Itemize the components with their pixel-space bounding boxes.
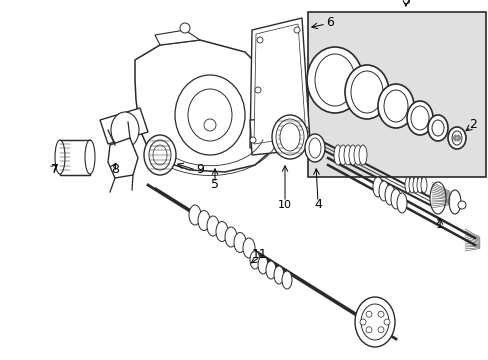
Bar [307, 12, 485, 177]
Ellipse shape [358, 145, 366, 165]
Ellipse shape [265, 261, 275, 279]
Circle shape [456, 138, 459, 141]
Ellipse shape [348, 145, 356, 165]
Ellipse shape [408, 177, 414, 193]
Polygon shape [155, 30, 200, 45]
Ellipse shape [305, 134, 325, 162]
Circle shape [377, 311, 383, 317]
Ellipse shape [390, 189, 400, 209]
Polygon shape [249, 118, 282, 155]
Text: 9: 9 [196, 163, 203, 176]
Circle shape [254, 87, 261, 93]
Ellipse shape [412, 177, 418, 193]
Ellipse shape [206, 216, 219, 236]
Ellipse shape [314, 54, 354, 106]
Text: 1: 1 [435, 219, 443, 231]
Text: 11: 11 [252, 248, 267, 261]
Polygon shape [253, 24, 305, 144]
Ellipse shape [354, 297, 394, 347]
Circle shape [293, 27, 299, 33]
Circle shape [453, 135, 456, 138]
Polygon shape [249, 18, 309, 148]
Ellipse shape [345, 65, 388, 119]
Circle shape [203, 119, 216, 131]
Ellipse shape [175, 75, 244, 155]
Text: 5: 5 [210, 179, 219, 192]
Circle shape [257, 37, 263, 43]
Ellipse shape [410, 106, 428, 130]
Ellipse shape [451, 131, 461, 145]
Ellipse shape [308, 138, 320, 158]
Circle shape [458, 136, 461, 139]
Ellipse shape [258, 256, 267, 274]
Ellipse shape [427, 115, 447, 141]
Circle shape [451, 136, 454, 139]
Ellipse shape [111, 112, 139, 148]
Text: 7: 7 [51, 163, 59, 176]
Ellipse shape [143, 135, 176, 175]
Ellipse shape [378, 181, 388, 201]
Text: 3: 3 [401, 0, 409, 6]
Ellipse shape [429, 182, 445, 214]
Ellipse shape [360, 304, 388, 340]
Ellipse shape [383, 90, 407, 122]
Text: 4: 4 [313, 198, 321, 211]
Ellipse shape [273, 266, 284, 284]
Ellipse shape [404, 177, 410, 193]
Circle shape [453, 138, 456, 141]
Ellipse shape [271, 115, 307, 159]
Ellipse shape [420, 177, 426, 193]
Ellipse shape [189, 205, 201, 225]
Ellipse shape [282, 271, 291, 289]
Text: 10: 10 [278, 200, 291, 210]
Ellipse shape [153, 145, 167, 165]
Bar [60, 140, 90, 175]
Text: 8: 8 [111, 163, 119, 176]
Ellipse shape [149, 140, 171, 170]
Ellipse shape [224, 227, 237, 247]
Circle shape [359, 319, 365, 325]
Ellipse shape [372, 177, 382, 197]
Circle shape [383, 319, 389, 325]
Circle shape [456, 135, 459, 138]
Ellipse shape [333, 145, 341, 165]
Ellipse shape [306, 47, 362, 113]
Ellipse shape [234, 233, 245, 252]
Ellipse shape [448, 190, 460, 214]
Polygon shape [108, 138, 138, 178]
Ellipse shape [377, 84, 413, 128]
Ellipse shape [275, 119, 304, 155]
Ellipse shape [431, 120, 443, 136]
Ellipse shape [396, 193, 406, 213]
Ellipse shape [198, 211, 209, 230]
Text: 6: 6 [325, 15, 333, 28]
Ellipse shape [416, 177, 422, 193]
Circle shape [180, 23, 190, 33]
Ellipse shape [447, 127, 465, 149]
Ellipse shape [384, 185, 394, 205]
Circle shape [303, 127, 308, 133]
Ellipse shape [249, 251, 260, 269]
Ellipse shape [85, 140, 95, 174]
Circle shape [377, 327, 383, 333]
Ellipse shape [243, 238, 254, 258]
Ellipse shape [353, 145, 361, 165]
Circle shape [365, 327, 371, 333]
Polygon shape [135, 40, 274, 172]
Ellipse shape [406, 101, 432, 135]
Circle shape [457, 201, 465, 209]
Circle shape [365, 311, 371, 317]
Ellipse shape [338, 145, 346, 165]
Circle shape [249, 137, 256, 143]
Ellipse shape [55, 140, 65, 174]
Ellipse shape [280, 123, 299, 151]
Ellipse shape [343, 145, 351, 165]
Ellipse shape [187, 89, 231, 141]
Ellipse shape [216, 221, 227, 242]
Text: 2: 2 [468, 118, 476, 131]
Polygon shape [100, 108, 148, 144]
Ellipse shape [350, 71, 382, 113]
